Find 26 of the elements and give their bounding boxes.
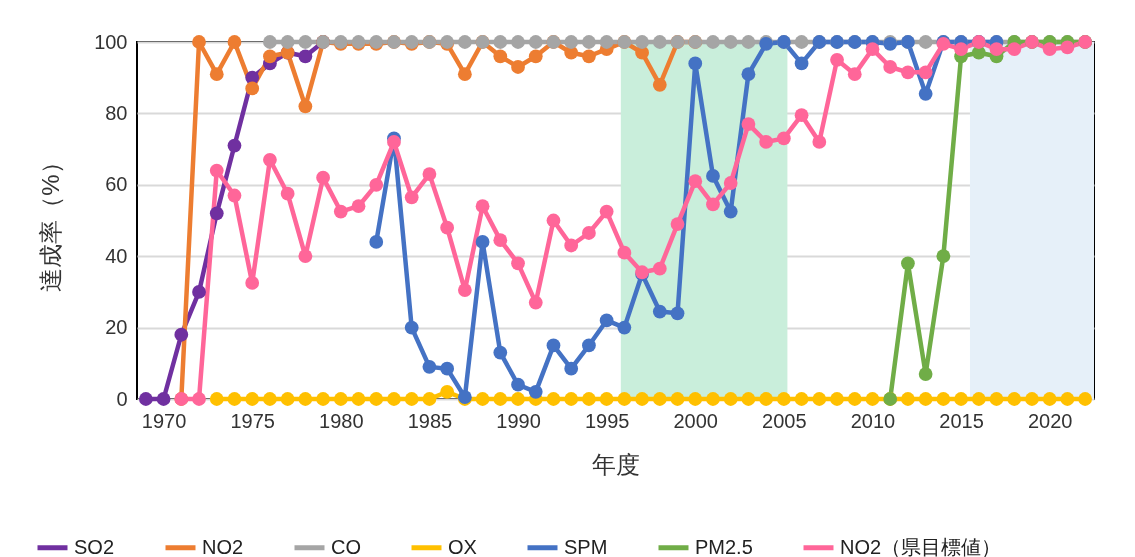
x-tick-label: 2005: [762, 409, 807, 432]
legend-label: SPM: [564, 535, 608, 557]
y-tick-label: 100: [94, 30, 128, 53]
x-tick-label: 1995: [584, 409, 630, 432]
y-tick-label: 20: [105, 316, 128, 339]
y-tick-label: 80: [105, 101, 128, 124]
legend-label: OX: [448, 535, 477, 557]
x-tick-label: 1970: [141, 409, 187, 432]
y-axis-title: 達成率（%）: [37, 150, 65, 292]
legend-label: NO2（県目標値）: [840, 535, 1002, 557]
x-tick-label: 2020: [1027, 409, 1073, 432]
x-tick-label: 1990: [496, 409, 541, 432]
x-tick-label: 2010: [850, 409, 896, 432]
y-tick-label: 0: [116, 387, 128, 410]
x-tick-label: 1980: [319, 409, 364, 432]
legend-label: SO2: [74, 535, 115, 557]
x-axis-title: 年度: [592, 450, 640, 478]
x-tick-label: 2000: [673, 409, 718, 432]
legend-label: PM2.5: [695, 535, 753, 557]
x-tick-label: 1985: [407, 409, 453, 432]
y-tick-label: 60: [105, 173, 128, 196]
legend-label: CO: [331, 535, 361, 557]
y-tick-label: 40: [105, 244, 128, 267]
x-tick-label: 2015: [939, 409, 984, 432]
legend-label: NO2: [202, 535, 244, 557]
x-tick-label: 1975: [230, 409, 275, 432]
